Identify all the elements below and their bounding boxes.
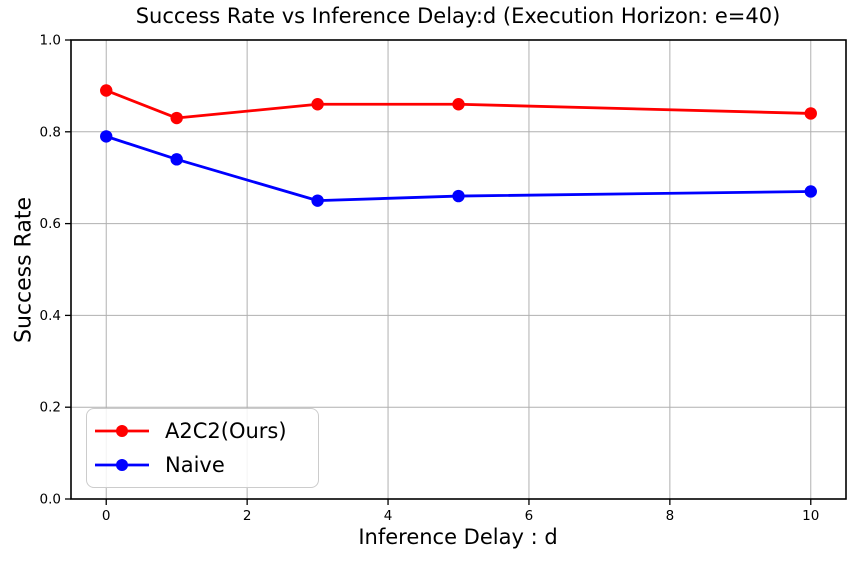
y-tick-label: 0.0 (40, 492, 61, 508)
legend-entry: A2C2(Ours) (94, 414, 302, 448)
x-tick-label: 2 (243, 508, 252, 524)
x-tick-label: 0 (102, 508, 111, 524)
data-point-marker (311, 98, 324, 111)
axes-border (70, 39, 847, 500)
data-point-marker (804, 185, 817, 198)
data-point-marker (170, 153, 183, 166)
y-tick-label: 0.8 (40, 124, 61, 140)
legend-label: Naive (165, 453, 225, 477)
legend-marker (116, 425, 128, 437)
data-point-marker (170, 111, 183, 125)
x-axis-label: Inference Delay : d (358, 525, 558, 549)
y-tick-label: 1.0 (40, 33, 61, 49)
data-point-marker (452, 189, 465, 203)
x-tick-label: 8 (666, 508, 675, 524)
data-point-marker (452, 98, 465, 111)
legend-marker (116, 459, 128, 471)
y-tick-label: 0.2 (40, 400, 61, 416)
y-tick-label: 0.6 (40, 216, 61, 232)
y-tick-label: 0.4 (40, 308, 61, 324)
legend-entry: Naive (94, 448, 302, 482)
data-point-marker (100, 130, 113, 143)
x-tick-label: 10 (802, 508, 819, 524)
legend: A2C2(Ours) Naive (86, 408, 319, 488)
legend-line-sample (95, 459, 149, 471)
x-tick-label: 4 (384, 508, 393, 524)
chart-title: Success Rate vs Inference Delay:d (Execu… (135, 4, 781, 28)
data-point-marker (311, 194, 324, 207)
data-point-marker (100, 84, 113, 97)
x-tick-label: 6 (525, 508, 534, 524)
data-point-marker (804, 107, 817, 120)
legend-line-sample (95, 425, 149, 437)
legend-label: A2C2(Ours) (165, 419, 287, 443)
